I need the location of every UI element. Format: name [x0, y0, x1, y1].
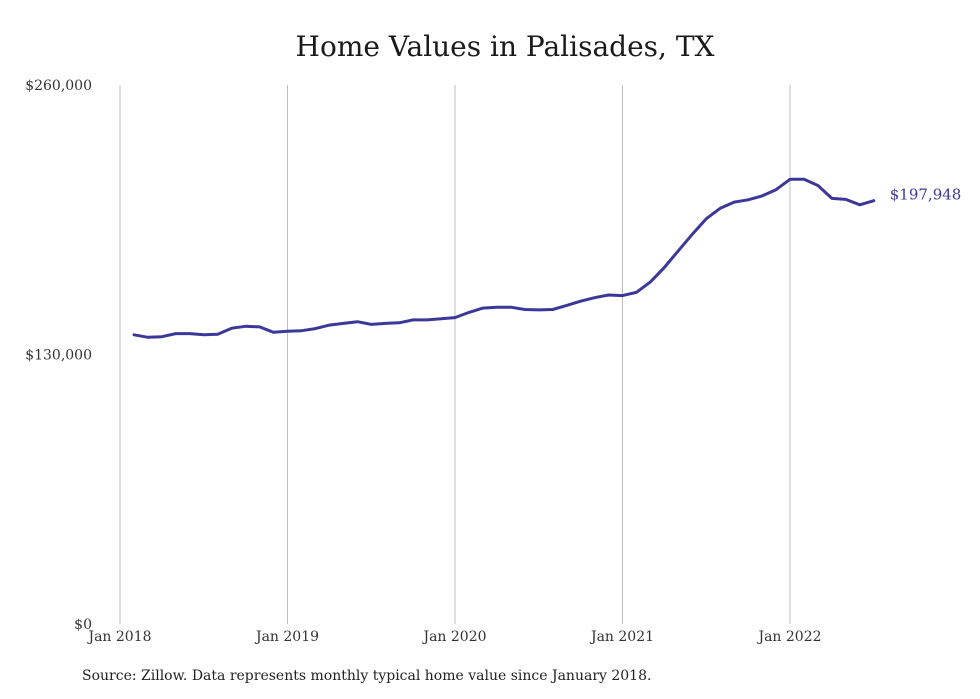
x-tick-label: Jan 2018	[86, 629, 151, 645]
series-group	[132, 177, 876, 339]
y-tick-label: $260,000	[25, 78, 92, 94]
y-tick-label: $0	[74, 617, 92, 633]
gridlines	[119, 85, 791, 624]
source-note: Source: Zillow. Data represents monthly …	[82, 668, 652, 684]
y-axis-ticks: $0 $130,000 $260,000	[25, 78, 92, 633]
x-tick-label: Jan 2022	[756, 629, 821, 645]
x-tick-label: Jan 2019	[254, 629, 319, 645]
x-tick-label: Jan 2021	[589, 629, 654, 645]
chart-title: Home Values in Palisades, TX	[295, 30, 715, 63]
end-value-label: $197,948	[890, 186, 962, 204]
x-tick-label: Jan 2020	[421, 629, 486, 645]
x-axis-ticks: Jan 2018 Jan 2019 Jan 2020 Jan 2021 Jan 2022	[86, 629, 821, 645]
y-tick-label: $130,000	[25, 348, 92, 364]
series-line-0	[132, 177, 876, 339]
end-label-group: $197,948	[890, 186, 962, 204]
